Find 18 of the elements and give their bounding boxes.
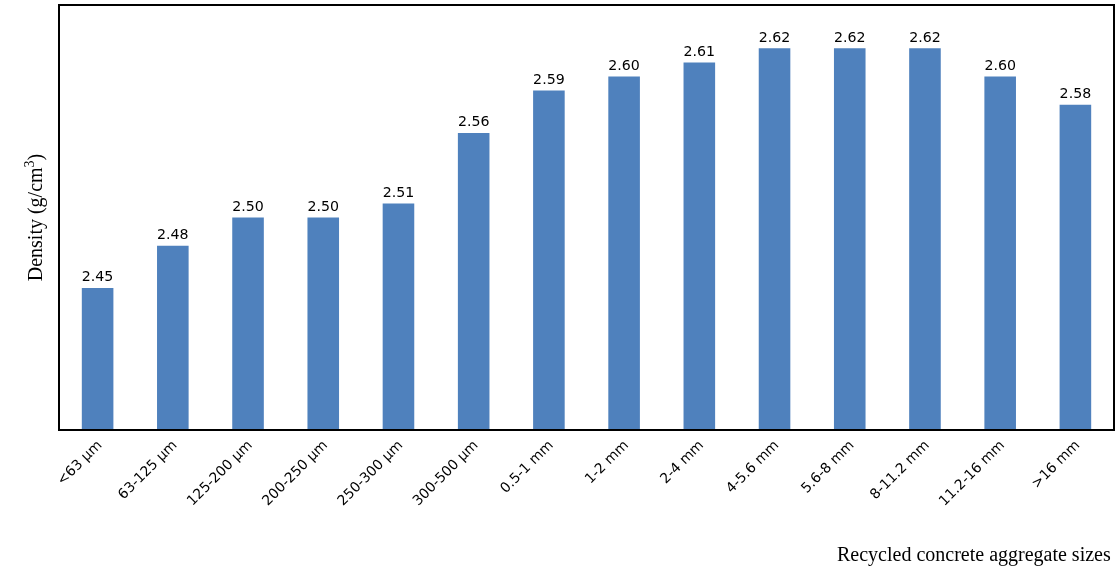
data-label: 2.62	[909, 28, 941, 45]
x-tick-label: 1-2 mm	[581, 436, 632, 487]
data-label: 2.48	[157, 225, 189, 242]
data-label: 2.59	[533, 70, 565, 87]
data-label: 2.60	[608, 56, 640, 73]
x-axis-title: Recycled concrete aggregate sizes	[837, 543, 1111, 566]
data-label: 2.62	[833, 28, 866, 45]
data-label: 2.50	[232, 197, 264, 214]
data-label: 2.51	[382, 183, 415, 200]
data-label: 2.58	[1059, 84, 1092, 101]
data-label: 2.60	[984, 56, 1016, 73]
data-label: 2.56	[457, 113, 490, 130]
x-tick-label: <63 µm	[53, 436, 105, 488]
data-label: 2.45	[81, 268, 114, 285]
x-tick-label: 2-4 mm	[656, 436, 707, 487]
data-label: 2.61	[683, 42, 716, 59]
data-label: 2.50	[307, 197, 340, 214]
data-label: 2.62	[758, 28, 791, 45]
